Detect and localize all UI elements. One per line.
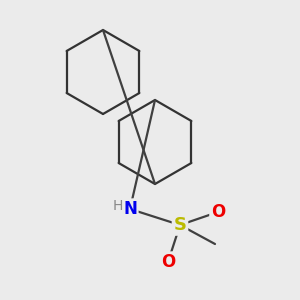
Text: S: S bbox=[173, 216, 187, 234]
Text: O: O bbox=[211, 203, 225, 221]
Text: N: N bbox=[123, 200, 137, 218]
Text: H: H bbox=[113, 199, 123, 213]
Text: O: O bbox=[161, 253, 175, 271]
